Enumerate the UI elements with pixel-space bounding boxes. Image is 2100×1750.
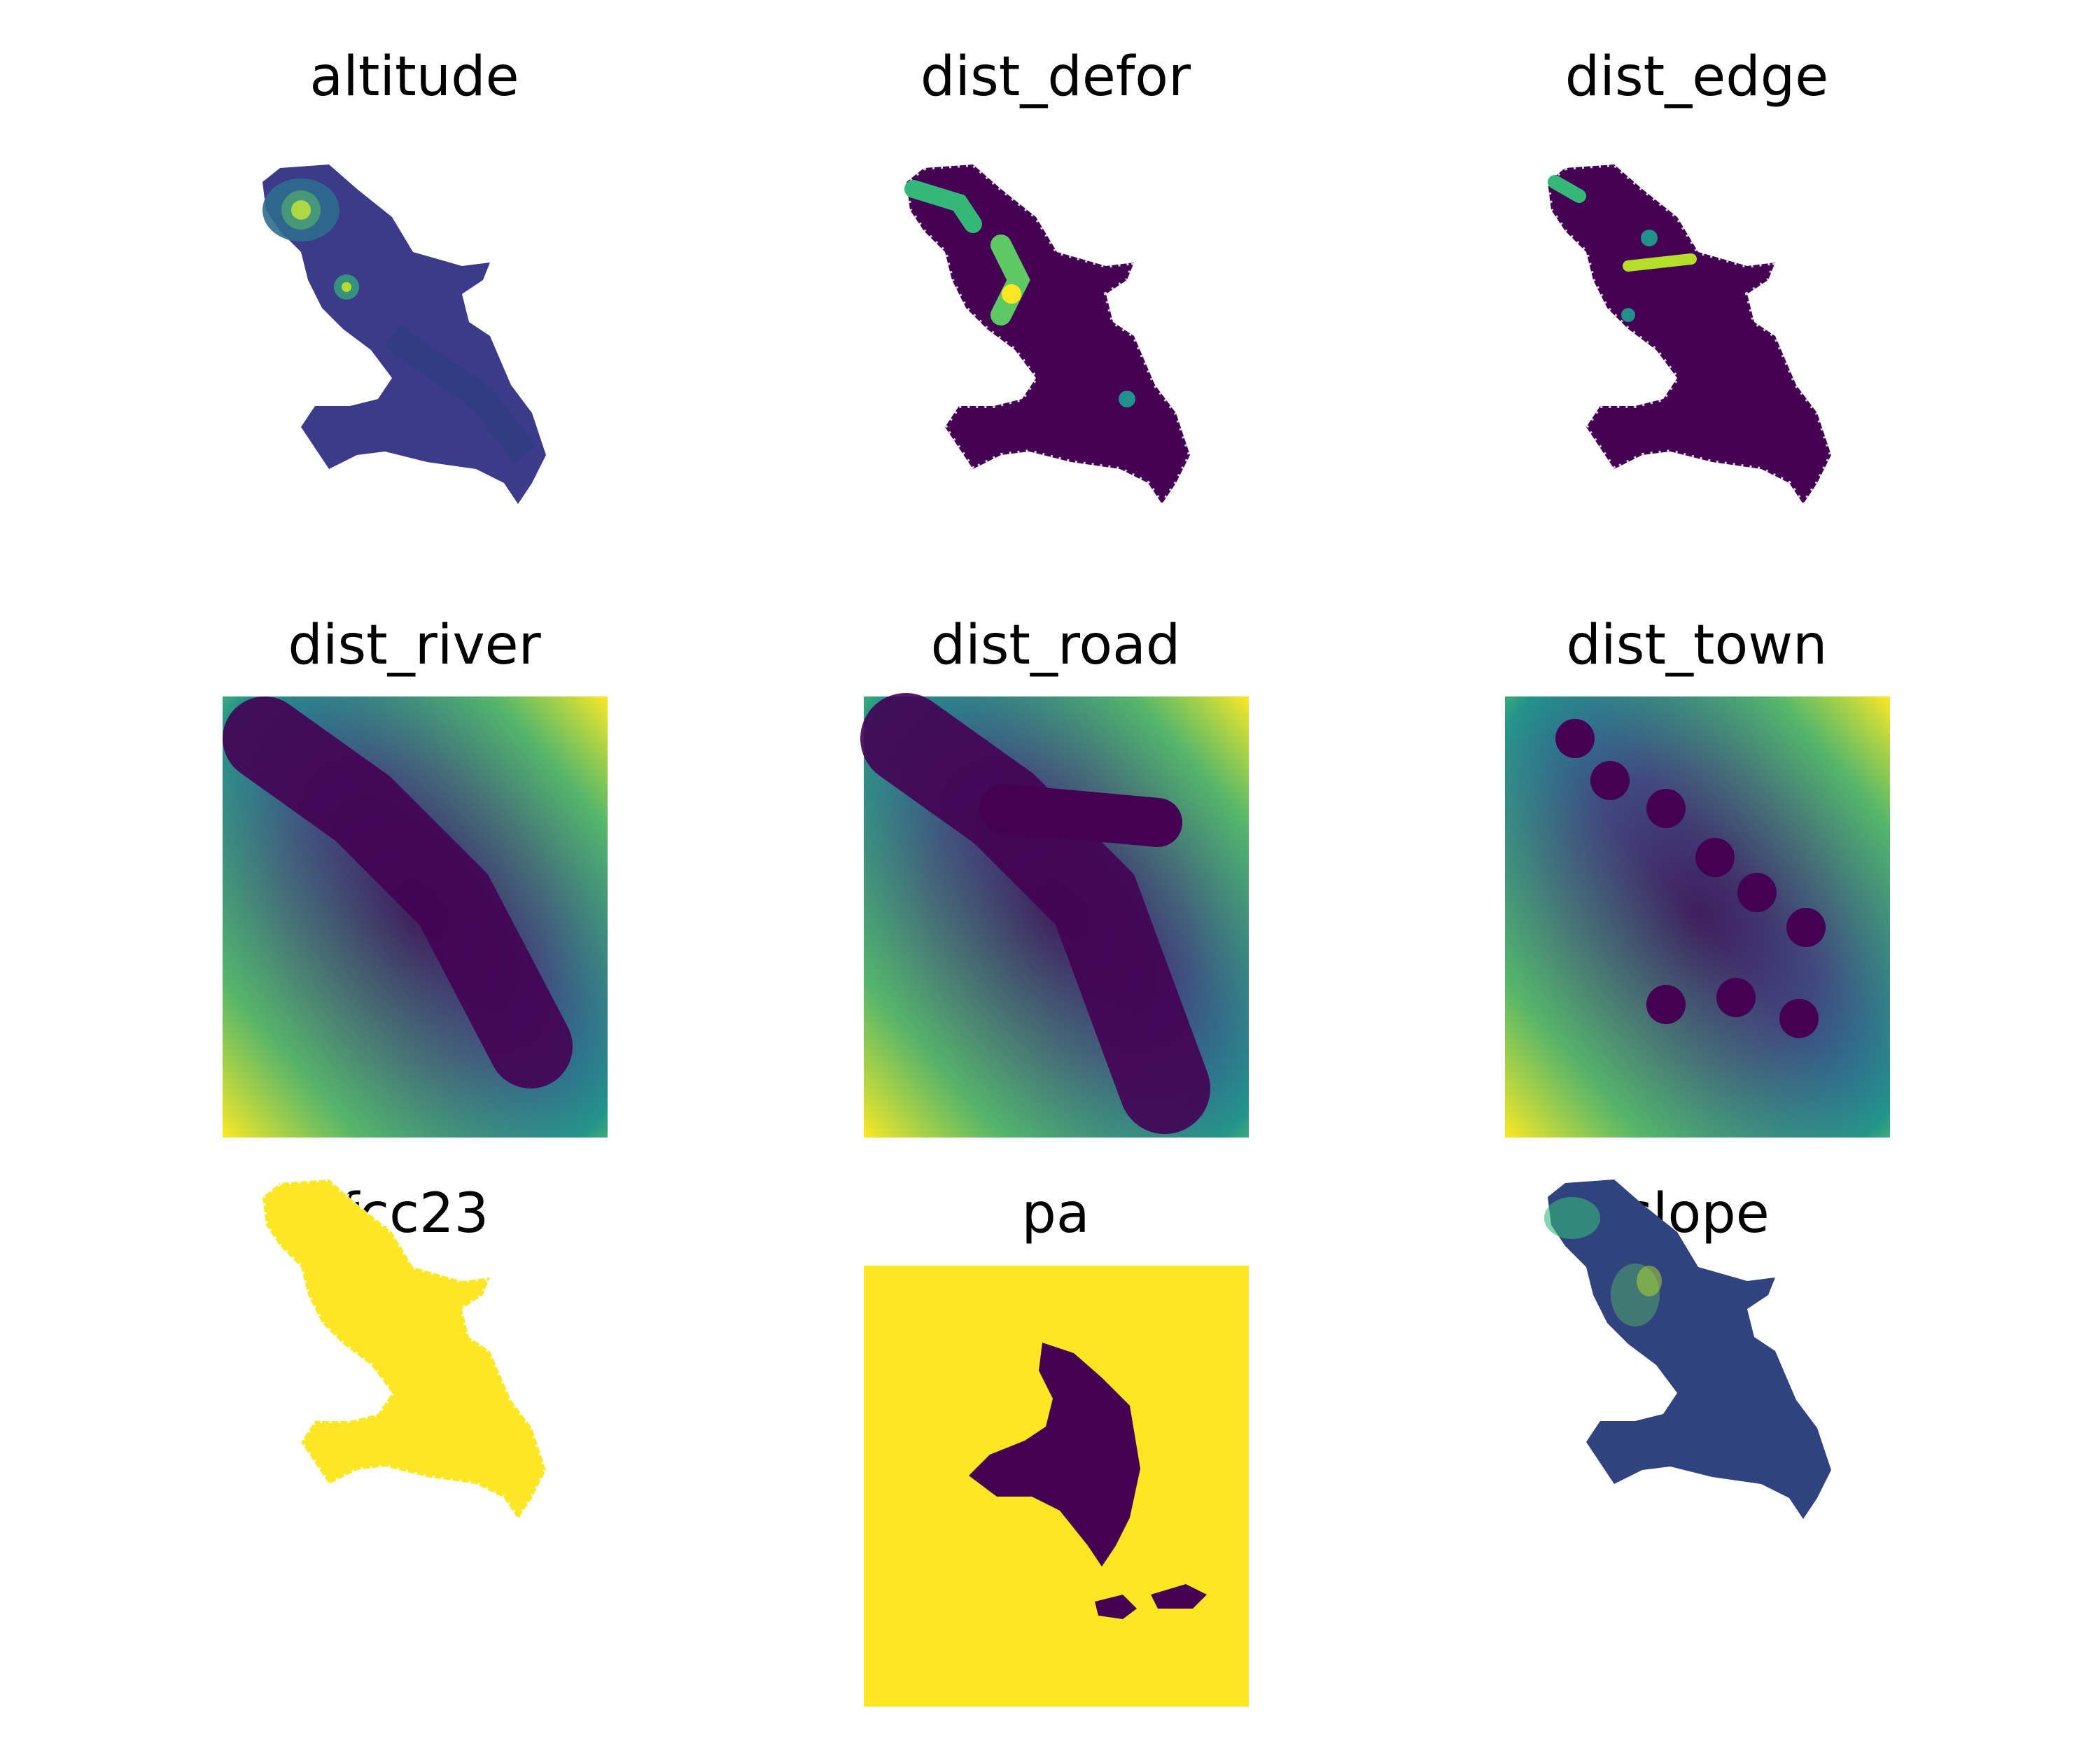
pa-map	[864, 1266, 1249, 1707]
dist-road-map	[860, 693, 1249, 1138]
panel-title-5: dist_road	[931, 614, 1181, 677]
dist-defor-map	[904, 164, 1190, 504]
panel-title-6: dist_town	[1567, 614, 1828, 677]
panel-title-3: dist_edge	[1565, 46, 1828, 108]
dist-town-map	[1505, 696, 1890, 1138]
dist-edge-map	[1548, 164, 1831, 504]
dist-river-map	[223, 696, 608, 1138]
slope-map	[1544, 1180, 1831, 1519]
altitude-map	[262, 164, 546, 504]
panel-title-8: pa	[1021, 1182, 1089, 1245]
panel-title-2: dist_defor	[920, 46, 1191, 108]
panel-title-4: dist_river	[288, 614, 541, 677]
panel-title-1: altitude	[309, 46, 519, 108]
